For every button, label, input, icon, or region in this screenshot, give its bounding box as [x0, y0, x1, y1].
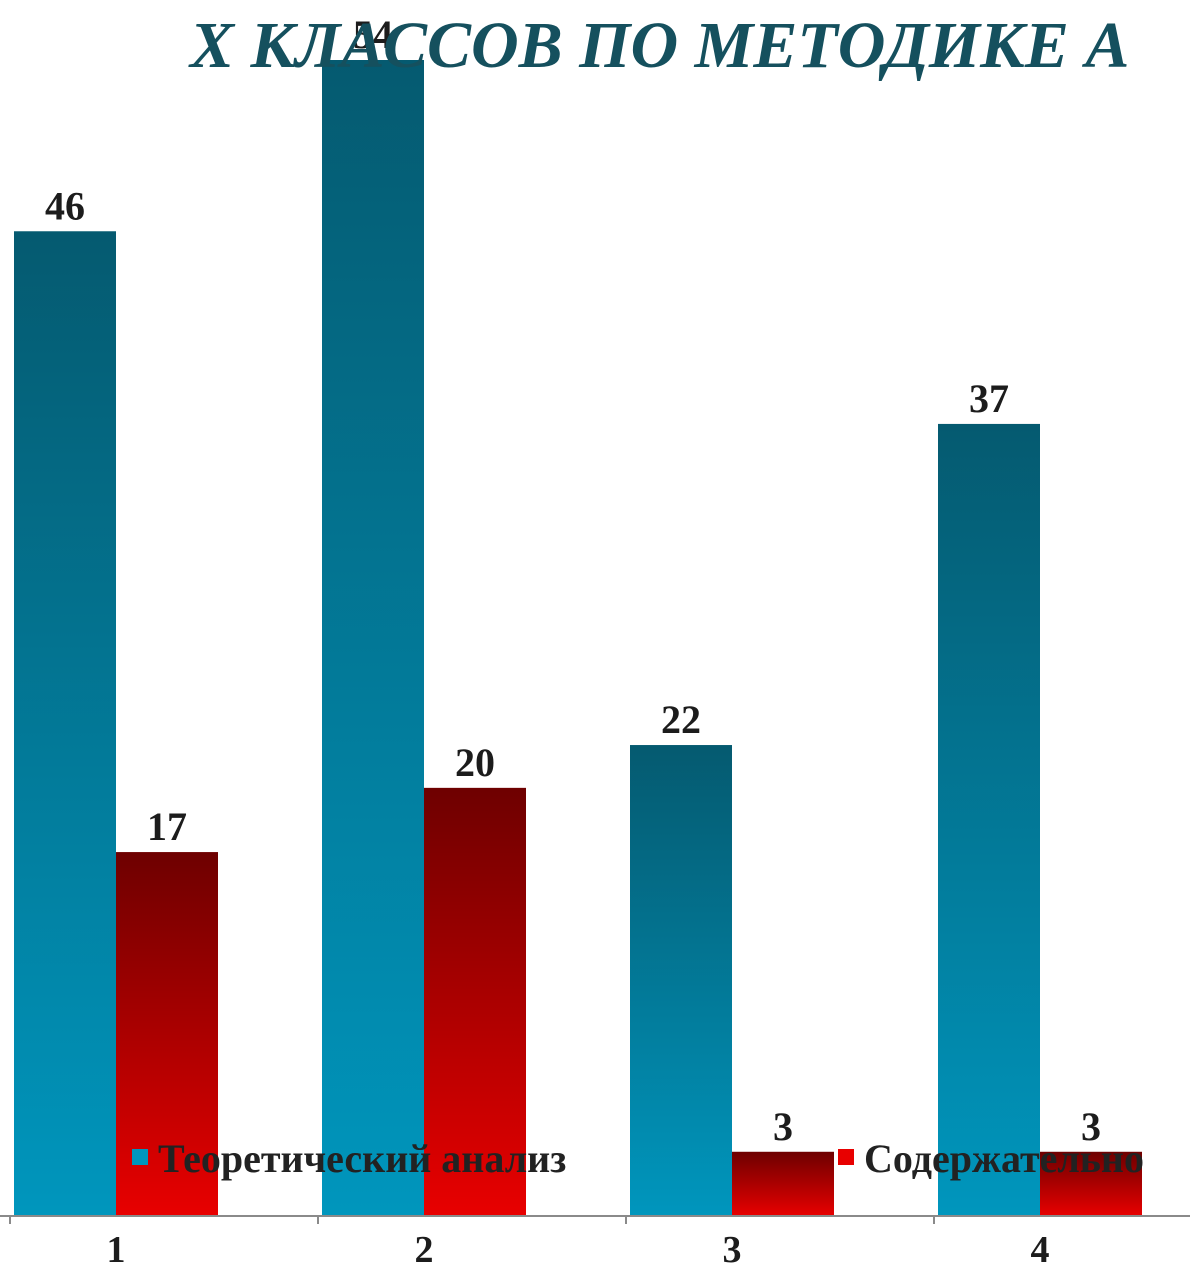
legend: Теоретический анализ Содержательно — [132, 1136, 1144, 1181]
legend-swatch-s2 — [838, 1149, 854, 1165]
legend-label-s1: Теоретический анализ — [158, 1136, 566, 1181]
x-tick-label-4: 4 — [1031, 1229, 1050, 1271]
data-label-s1-cat-3: 22 — [661, 697, 701, 742]
x-tick-label-2: 2 — [415, 1229, 434, 1271]
chart-title: Х КЛАССОВ ПО МЕТОДИКЕ А — [190, 9, 1130, 82]
data-label-s2-cat-3: 3 — [773, 1104, 793, 1149]
bar-s2-cat-2 — [424, 787, 526, 1216]
legend-swatch-s1 — [132, 1149, 148, 1165]
bar-s2-cat-4 — [1040, 1151, 1142, 1216]
bar-s2-cat-3 — [732, 1151, 834, 1216]
data-label-s2-cat-4: 3 — [1081, 1104, 1101, 1149]
data-label-s2-cat-1: 17 — [147, 804, 187, 849]
x-axis: 1 2 3 4 — [0, 1215, 1190, 1271]
x-tick-label-1: 1 — [107, 1229, 126, 1271]
data-label-s1-cat-1: 46 — [45, 183, 85, 228]
data-label-s1-cat-4: 37 — [969, 376, 1009, 421]
bar-s1-cat-1 — [14, 231, 116, 1216]
x-tick-label-3: 3 — [723, 1229, 742, 1271]
bars-layer: 46 17 54 20 22 3 37 3 — [14, 12, 1142, 1217]
legend-label-s2: Содержательно — [864, 1136, 1144, 1181]
data-label-s2-cat-2: 20 — [455, 740, 495, 785]
bar-s1-cat-3 — [630, 745, 732, 1216]
bar-s1-cat-2 — [322, 60, 424, 1216]
data-label-s1-cat-2: 54 — [353, 12, 393, 57]
bar-s1-cat-4 — [938, 423, 1040, 1217]
